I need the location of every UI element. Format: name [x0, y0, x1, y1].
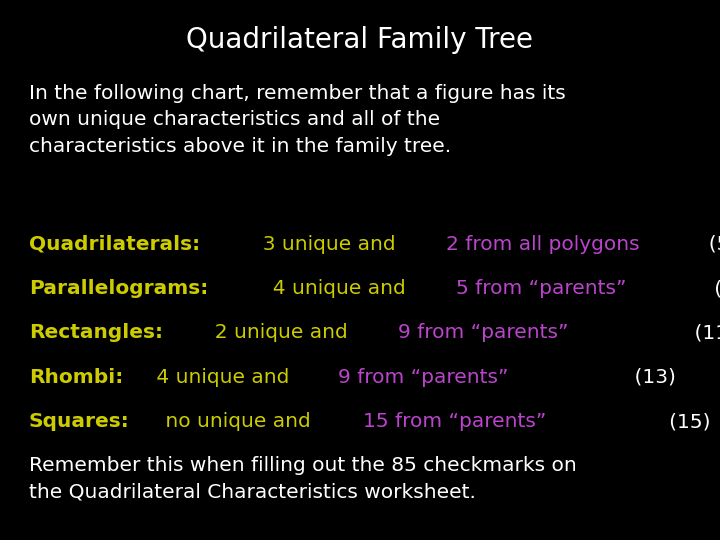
Text: Rhombi:: Rhombi:: [29, 368, 123, 387]
Text: Quadrilateral Family Tree: Quadrilateral Family Tree: [186, 26, 534, 54]
Text: (13): (13): [558, 368, 676, 387]
Text: no unique and: no unique and: [159, 412, 317, 431]
Text: (11): (11): [618, 323, 720, 342]
Text: In the following chart, remember that a figure has its
own unique characteristic: In the following chart, remember that a …: [29, 84, 565, 156]
Text: 2 unique and: 2 unique and: [202, 323, 354, 342]
Text: 3 unique and: 3 unique and: [250, 235, 402, 254]
Text: 5 from “parents”: 5 from “parents”: [456, 279, 626, 298]
Text: 2 from all polygons: 2 from all polygons: [446, 235, 639, 254]
Text: 4 unique and: 4 unique and: [260, 279, 413, 298]
Text: Squares:: Squares:: [29, 412, 130, 431]
Text: (5): (5): [696, 235, 720, 254]
Text: Rectangles:: Rectangles:: [29, 323, 163, 342]
Text: 9 from “parents”: 9 from “parents”: [338, 368, 509, 387]
Text: 4 unique and: 4 unique and: [150, 368, 296, 387]
Text: Parallelograms:: Parallelograms:: [29, 279, 208, 298]
Text: (9): (9): [676, 279, 720, 298]
Text: Quadrilaterals:: Quadrilaterals:: [29, 235, 200, 254]
Text: Remember this when filling out the 85 checkmarks on
the Quadrilateral Characteri: Remember this when filling out the 85 ch…: [29, 456, 577, 502]
Text: 9 from “parents”: 9 from “parents”: [398, 323, 568, 342]
Text: 15 from “parents”: 15 from “parents”: [363, 412, 546, 431]
Text: (15): (15): [599, 412, 711, 431]
